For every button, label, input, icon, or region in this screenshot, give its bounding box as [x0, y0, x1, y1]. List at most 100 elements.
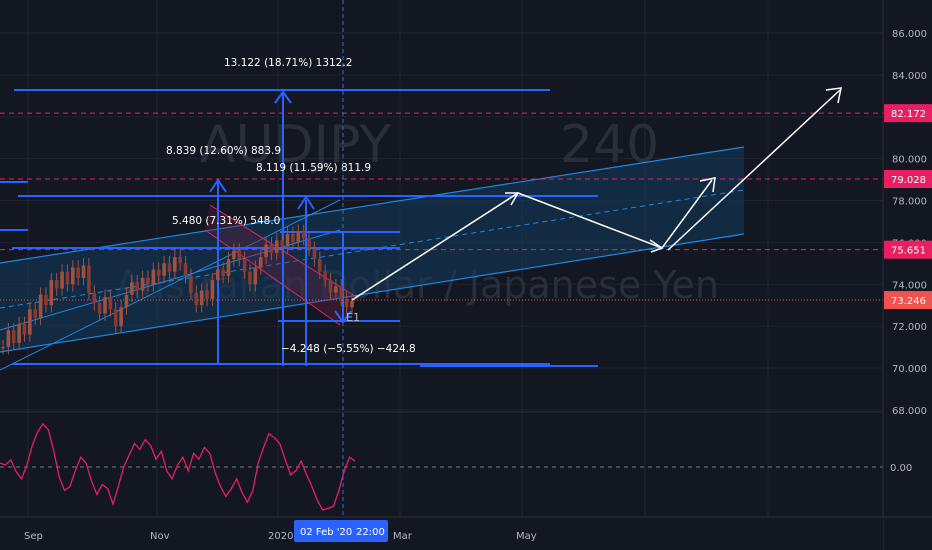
candle-body	[189, 275, 193, 293]
price-tick-label: 80.000	[892, 155, 927, 166]
price-level-lines	[0, 112, 883, 301]
candle-body	[87, 265, 91, 293]
candle-body	[183, 263, 188, 276]
candle-body	[194, 292, 199, 306]
candle-body	[135, 282, 140, 291]
candle-body	[275, 240, 279, 253]
crosshair-time-label: 22:00	[356, 527, 385, 538]
flag-channel-fill	[205, 205, 358, 325]
candle-body	[76, 267, 80, 278]
forecast-arrowhead-4	[825, 87, 842, 104]
candle-body	[103, 296, 107, 314]
price-badges: 82.172 79.028 75.651 73.246	[884, 104, 932, 310]
candle-body	[242, 259, 247, 272]
time-axis[interactable]: Sep Nov 2020 Mar May 02 Feb '20 22:00	[0, 516, 932, 550]
candle-body	[258, 257, 263, 268]
forecast-arrowhead-3	[699, 177, 716, 193]
candle-body	[248, 271, 252, 285]
price-badge-label: 73.246	[891, 296, 926, 307]
candle-body	[237, 250, 242, 260]
candle-body	[124, 294, 129, 308]
wave-label-e1: E1	[346, 311, 360, 324]
measurement-labels: 13.122 (18.71%) 1312.2 8.839 (12.60%) 88…	[166, 57, 416, 355]
candle-body	[323, 271, 327, 281]
measure-label-1: 13.122 (18.71%) 1312.2	[224, 57, 352, 69]
channel-upper-line	[0, 146, 745, 264]
price-tick-label: 68.000	[892, 406, 927, 417]
channel-lower-line	[0, 233, 745, 353]
candle-body	[71, 267, 75, 285]
watermark-symbol: AUDJPY	[200, 115, 391, 175]
crosshair-date-label: 02 Feb '20	[300, 527, 352, 538]
candle-body	[173, 257, 177, 272]
price-tick-label: 78.000	[892, 197, 927, 208]
candle-body	[6, 330, 11, 348]
candle-body	[54, 280, 59, 289]
candle-body	[151, 269, 156, 285]
price-badge	[884, 291, 932, 310]
candle-body	[81, 265, 86, 278]
forecast-path-2	[667, 89, 841, 251]
candle-body	[113, 309, 118, 327]
candle-body	[280, 240, 284, 247]
candle-body	[65, 271, 70, 285]
candle-body	[285, 234, 290, 247]
measure-label-4: 5.480 (7.31%) 548.0	[172, 215, 280, 227]
candle-body	[44, 294, 48, 306]
time-axis-background	[0, 517, 883, 550]
time-tick-mar: Mar	[393, 531, 413, 542]
price-tick-label: 70.000	[892, 364, 927, 375]
candle-body	[232, 250, 236, 260]
candle-body	[97, 303, 102, 314]
oscillator-line	[0, 422, 356, 511]
candle-body	[334, 286, 338, 293]
oscillator-pane	[0, 422, 356, 511]
forecast-arrows	[351, 87, 842, 301]
candle-body	[312, 248, 317, 260]
candle-body	[146, 277, 150, 285]
candle-body	[140, 277, 145, 291]
candle-body	[339, 286, 344, 299]
candle-body	[301, 231, 306, 239]
forecast-arrowhead-2	[649, 239, 664, 253]
candle-body	[264, 244, 268, 258]
candle-body	[49, 280, 54, 306]
candle-body	[22, 324, 27, 335]
flag-lower-line	[204, 229, 341, 326]
candle-body	[119, 307, 123, 327]
candle-body	[344, 298, 349, 308]
forecast-path-1	[351, 179, 713, 301]
measure-arrow-2	[209, 178, 227, 193]
measure-label-5: −4.248 (−5.55%) −424.8	[281, 343, 416, 355]
price-badge	[884, 240, 932, 259]
price-axis[interactable]: 86.00084.00082.00080.00078.00076.00074.0…	[882, 0, 932, 550]
price-tick-label: 86.000	[892, 29, 927, 40]
time-tick-nov: Nov	[150, 531, 170, 542]
measure-label-2: 8.839 (12.60%) 883.9	[166, 145, 281, 157]
osc-axis-zero-label: 0.00	[890, 463, 912, 474]
time-tick-may: May	[516, 531, 537, 542]
candle-body	[60, 271, 64, 289]
crosshair-date-badge	[294, 520, 388, 542]
candle-body	[167, 263, 172, 272]
candle-body	[28, 309, 32, 335]
candle-body	[307, 238, 311, 249]
candle-body	[328, 280, 333, 293]
candle-body	[199, 290, 204, 306]
candle-body	[156, 269, 161, 276]
price-badge-label: 75.651	[891, 246, 926, 257]
candle-body	[226, 259, 231, 276]
price-badge	[884, 169, 932, 188]
candle-body	[130, 282, 134, 295]
price-badge-label: 82.172	[891, 109, 926, 120]
candle-series	[1, 224, 354, 355]
price-tick-label: 72.000	[892, 322, 927, 333]
candle-body	[221, 269, 225, 276]
candle-body	[162, 263, 166, 276]
measure-arrow-3	[297, 195, 315, 210]
time-tick-sep: Sep	[24, 531, 43, 542]
candle-body	[205, 290, 209, 299]
price-badge	[884, 104, 932, 123]
measure-arrow-1	[274, 90, 292, 104]
